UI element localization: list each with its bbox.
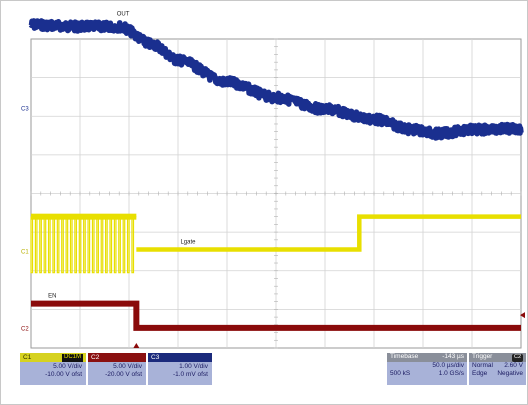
channel-c3-scale: 1.00 V/div: [179, 363, 208, 370]
timebase-samples: 500 kS: [390, 369, 411, 377]
annotation-lgate: Lgate: [180, 240, 196, 246]
series-lgate-switching: [30, 216, 137, 274]
ground-marker-c3: C3: [21, 107, 29, 113]
channel-c2-label: C2: [91, 354, 100, 361]
channel-c3-offset: -1.0 mV ofst: [172, 370, 208, 378]
channel-c1-label: C1: [23, 354, 32, 361]
timebase-box[interactable]: Timebase -143 µs 50.0 µs/div 500 kS 1.0 GS…: [387, 353, 467, 385]
channel-c1-box[interactable]: C1 DC1M 5.00 V/div -10.00 V ofst: [20, 353, 86, 385]
trigger-type: Edge: [472, 369, 488, 377]
trigger-time-marker-icon: [133, 343, 140, 348]
series-lgate-trace: [136, 214, 521, 252]
annotation-en: EN: [48, 294, 56, 300]
trigger-level-marker-icon: [520, 312, 525, 319]
channel-c1-scale: 5.00 V/div: [53, 363, 82, 370]
ground-marker-c1: C1: [21, 249, 29, 255]
trigger-mode: Normal: [472, 362, 493, 369]
timebase-delay: -143 µs: [442, 353, 464, 360]
channel-c1-offset: -10.00 V ofst: [45, 370, 82, 378]
trigger-label: Trigger: [472, 353, 493, 360]
channel-c3-box[interactable]: C3 1.00 V/div -1.0 mV ofst: [148, 353, 212, 385]
trigger-channel-badge: C2: [511, 354, 523, 362]
ground-marker-c2: C2: [21, 327, 29, 333]
waveform-plot: OUT Lgate EN C3 C1 C2: [21, 12, 525, 349]
trigger-box[interactable]: Trigger C2 Normal 2.60 V Edge Negative: [469, 353, 526, 385]
annotation-out: OUT: [117, 12, 130, 18]
trigger-slope: Negative: [497, 369, 523, 377]
timebase-rate: 1.0 GS/s: [438, 369, 464, 377]
channel-c2-box[interactable]: C2 5.00 V/div -20.00 V ofst: [88, 353, 146, 385]
series-out-trace: [28, 18, 524, 141]
timebase-per-div: 50.0 µs/div: [432, 362, 464, 369]
channel-c1-coupling: DC1M: [61, 354, 83, 362]
channel-c3-label: C3: [151, 354, 160, 361]
timebase-label: Timebase: [390, 353, 419, 360]
series-en-trace: [31, 300, 521, 331]
channel-c2-scale: 5.00 V/div: [113, 363, 142, 370]
trigger-level: 2.60 V: [504, 362, 523, 369]
channel-c2-offset: -20.00 V ofst: [105, 370, 142, 378]
